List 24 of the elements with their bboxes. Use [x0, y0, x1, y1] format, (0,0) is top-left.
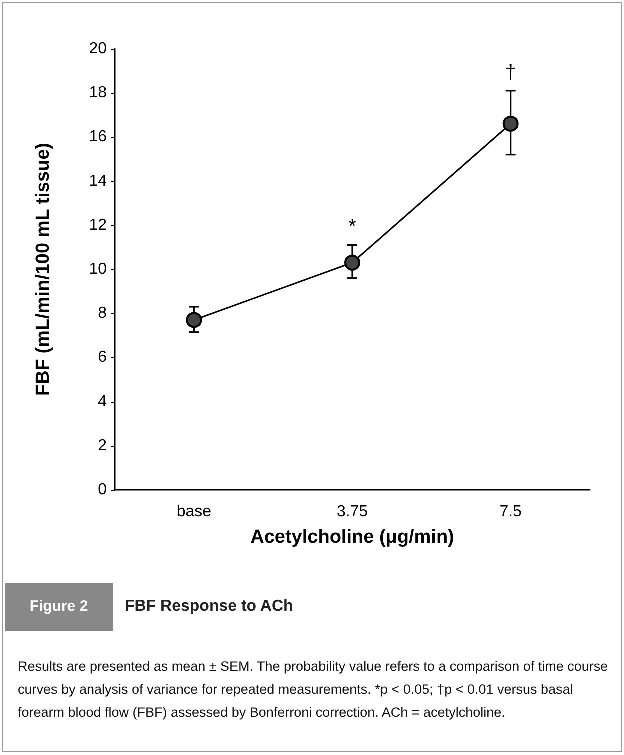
- text: Results are presented as mean ± SEM. The probability value refers to a comparison of time course curves by analysis of variance for repeated measurements. *p < 0.05; †p < 0.01 versus basal forearm blood flow (FBF) assessed by Bonferroni correction. ACh = acetylcholine.: [18, 658, 610, 722]
- text: Figure 2: [5, 583, 113, 631]
- x-axis-title: Acetylcholine (μg/min): [250, 527, 454, 548]
- y-tick-label: 18: [89, 84, 108, 102]
- point: [186, 312, 202, 328]
- y-tick-label: 4: [98, 393, 108, 410]
- annotation: †: [505, 62, 516, 84]
- point: [344, 254, 360, 271]
- y-axis-title: FBF (mL/min/100 mL tissue): [33, 142, 54, 396]
- x-tick-label: 7.5: [500, 504, 522, 520]
- y-tick-label: 6: [98, 349, 108, 366]
- y-tick-label: 8: [98, 305, 108, 322]
- y-tick-label: 14: [89, 172, 108, 190]
- y-tick-label: 16: [89, 128, 108, 146]
- point: [502, 116, 519, 132]
- text: FBF Response to ACh: [125, 597, 294, 617]
- x-tick-label: base: [176, 504, 212, 520]
- y-tick-label: 12: [89, 216, 108, 234]
- y-tick-label: 0: [98, 482, 108, 498]
- annotation: *: [348, 216, 357, 238]
- x-tick-label: 3.75: [336, 504, 368, 520]
- y-tick-label: 20: [89, 40, 108, 58]
- y-tick-label: 10: [89, 261, 108, 278]
- y-tick-label: 2: [98, 437, 108, 454]
